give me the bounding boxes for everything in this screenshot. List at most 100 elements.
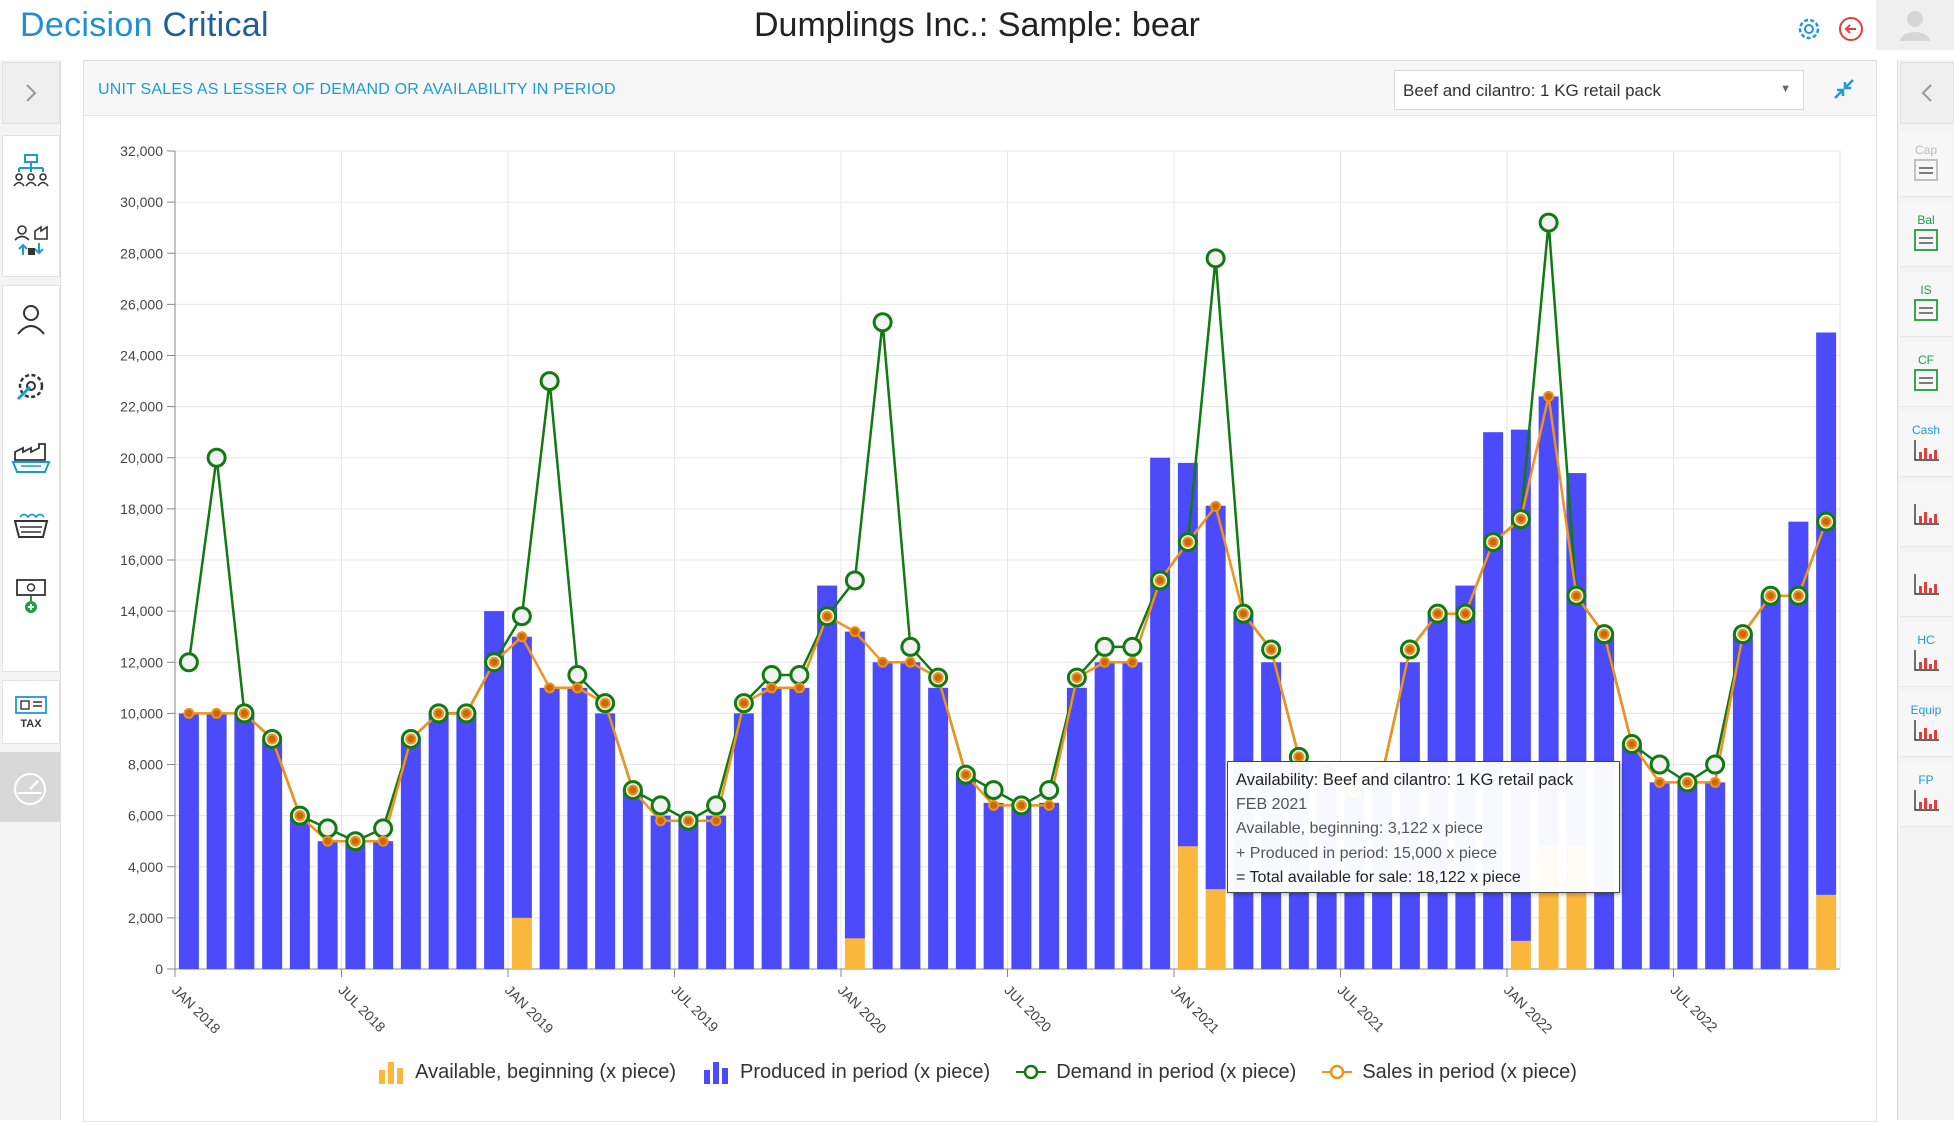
available-bar [1205, 889, 1226, 969]
produced-bar [234, 713, 255, 969]
line-marker-icon [1016, 1064, 1047, 1080]
report-cf-button[interactable]: CF [1900, 342, 1952, 407]
product-select[interactable]: Beef and cilantro: 1 KG retail pack ▼ [1394, 70, 1804, 110]
report-fp-button[interactable]: FP [1900, 762, 1952, 827]
right-sidebar: Cap Bal IS CF Cash HC Equip FP [1897, 60, 1954, 1120]
demand-point [567, 665, 588, 686]
y-tick-label: 20,000 [120, 450, 163, 466]
sales-point [932, 672, 944, 684]
sales-point [766, 682, 778, 694]
tax-button[interactable]: TAX [2, 680, 60, 744]
sales-point [1432, 608, 1444, 620]
chevron-down-icon: ▼ [1780, 83, 1791, 95]
report-cash-button[interactable]: Cash [1900, 412, 1952, 477]
sales-point [1182, 536, 1194, 548]
sales-point [1459, 608, 1471, 620]
sales-point [571, 682, 583, 694]
sales-point [1626, 738, 1638, 750]
report-bal-icon [1914, 229, 1938, 251]
report-fp-icon [1914, 790, 1939, 811]
left-nav-group-2 [2, 285, 60, 672]
produced-bar [1094, 662, 1115, 969]
sales-point [1820, 516, 1832, 528]
legend-demand-label: Demand in period (x piece) [1056, 1060, 1297, 1083]
logo-text-decision: Decision [20, 6, 163, 44]
produced-bar [428, 713, 449, 969]
settings-gear-icon[interactable] [1792, 12, 1826, 46]
legend-available[interactable]: Available, beginning (x piece) [377, 1060, 676, 1084]
demand-point [1039, 780, 1060, 801]
collapse-right-sidebar-button[interactable] [1900, 62, 1954, 124]
available-bar [1177, 846, 1198, 969]
x-tick-label: JAN 2022 [1501, 982, 1556, 1037]
y-tick-label: 2,000 [128, 910, 163, 926]
sales-point [1154, 574, 1166, 586]
chevron-left-icon [1921, 84, 1932, 102]
back-arrow-icon[interactable] [1834, 12, 1868, 46]
produced-bar [1760, 595, 1781, 969]
produced-bar [484, 611, 505, 969]
available-bar [844, 938, 865, 969]
report-cap-button[interactable]: Cap [1900, 132, 1952, 197]
report-is-button[interactable]: IS [1900, 272, 1952, 337]
x-tick-label: JUL 2022 [1667, 982, 1720, 1035]
y-tick-label: 4,000 [128, 859, 163, 875]
expand-sidebar-button[interactable] [2, 62, 60, 124]
demand-point [206, 447, 227, 468]
report-label: HC [1917, 633, 1935, 647]
sales-point [1598, 628, 1610, 640]
report-bal-button[interactable]: Bal [1900, 202, 1952, 267]
factory-icon[interactable] [3, 421, 59, 491]
report-label: Cash [1911, 423, 1940, 437]
sales-point [544, 682, 556, 694]
collapse-panel-icon[interactable] [1829, 74, 1859, 104]
tooltip-title: Availability: Beef and cilantro: 1 KG re… [1236, 771, 1574, 789]
demand-point [539, 371, 560, 392]
report-hc-button[interactable]: HC [1900, 622, 1952, 687]
sales-point [1709, 776, 1721, 788]
sales-point [627, 784, 639, 796]
cart-icon[interactable] [3, 491, 59, 561]
person-icon[interactable] [3, 286, 59, 351]
app-logo[interactable]: Decision Critical [20, 6, 269, 45]
sales-point [294, 810, 306, 822]
produced-bar [733, 713, 754, 969]
produced-bar [1788, 521, 1809, 969]
sales-point [793, 682, 805, 694]
legend-produced[interactable]: Produced in period (x piece) [702, 1060, 990, 1084]
supply-chain-icon[interactable] [3, 206, 59, 276]
report-report-b-button[interactable] [1900, 552, 1952, 617]
settings-tools-icon[interactable] [3, 351, 59, 421]
produced-bar [678, 815, 699, 969]
sales-point [322, 835, 334, 847]
add-cash-icon[interactable] [3, 561, 59, 631]
report-equip-icon [1914, 720, 1939, 741]
sales-point [405, 733, 417, 745]
dashboard-gauge-button[interactable] [0, 752, 60, 822]
demand-point [373, 818, 394, 839]
org-chart-icon[interactable] [3, 136, 59, 206]
report-is-icon [1914, 299, 1938, 321]
sales-point [516, 631, 528, 643]
produced-bar [1122, 662, 1143, 969]
x-tick-label: JUL 2021 [1334, 982, 1387, 1035]
available-bar [1816, 894, 1837, 969]
produced-bar [206, 713, 227, 969]
legend-available-label: Available, beginning (x piece) [415, 1060, 677, 1083]
sales-point [1487, 536, 1499, 548]
produced-bar [456, 713, 477, 969]
y-tick-label: 24,000 [120, 348, 163, 364]
sales-point [488, 656, 500, 668]
report-report-a-button[interactable] [1900, 482, 1952, 547]
produced-bar [983, 802, 1004, 969]
report-report-b-icon [1914, 574, 1939, 595]
produced-bar [761, 687, 782, 969]
report-equip-button[interactable]: Equip [1900, 692, 1952, 757]
sales-point [904, 656, 916, 668]
produced-bar [1538, 396, 1559, 847]
sales-point [710, 815, 722, 827]
user-avatar-button[interactable] [1876, 0, 1954, 50]
produced-bar [844, 631, 865, 939]
legend-sales[interactable]: Sales in period (x piece) [1322, 1060, 1577, 1084]
legend-demand[interactable]: Demand in period (x piece) [1016, 1060, 1296, 1084]
